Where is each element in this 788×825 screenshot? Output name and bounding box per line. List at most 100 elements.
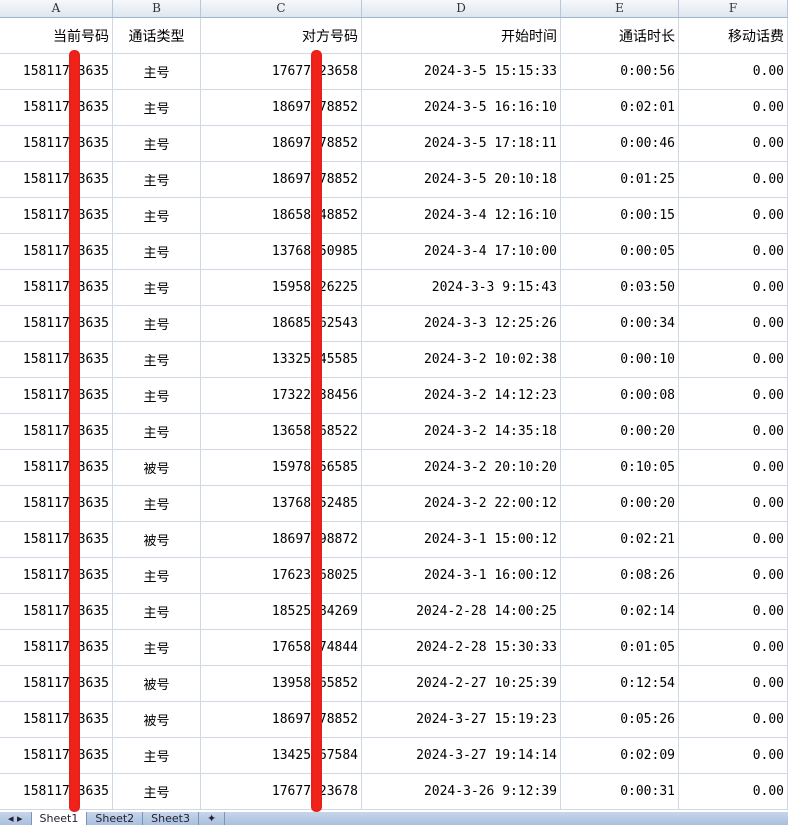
- cell-A[interactable]: 15811753635: [0, 306, 113, 341]
- cell-A[interactable]: 15811753635: [0, 738, 113, 773]
- cell-D[interactable]: 2024-2-28 15:30:33: [362, 630, 561, 665]
- cell-E[interactable]: 0:10:05: [561, 450, 679, 485]
- cell-C[interactable]: 17677123678: [201, 774, 362, 809]
- cell-D[interactable]: 2024-2-28 14:00:25: [362, 594, 561, 629]
- cell-D[interactable]: 2024-3-27 15:19:23: [362, 702, 561, 737]
- cell-F[interactable]: 0.00: [679, 558, 788, 593]
- cell-B[interactable]: 主号: [113, 774, 201, 809]
- cell-B[interactable]: 主号: [113, 594, 201, 629]
- cell-D[interactable]: 2024-3-5 17:18:11: [362, 126, 561, 161]
- cell-C[interactable]: 18697378852: [201, 126, 362, 161]
- cell-B[interactable]: 主号: [113, 486, 201, 521]
- cell-A[interactable]: 15811753635: [0, 270, 113, 305]
- cell-B[interactable]: 主号: [113, 342, 201, 377]
- cell-C[interactable]: 13425567584: [201, 738, 362, 773]
- cell-E[interactable]: 0:02:14: [561, 594, 679, 629]
- cell-D[interactable]: 2024-3-5 15:15:33: [362, 54, 561, 89]
- cell-E[interactable]: 0:00:46: [561, 126, 679, 161]
- cell-B[interactable]: 被号: [113, 666, 201, 701]
- cell-F[interactable]: 0.00: [679, 414, 788, 449]
- cell-D[interactable]: 2024-3-27 19:14:14: [362, 738, 561, 773]
- cell-C[interactable]: 13768252485: [201, 486, 362, 521]
- cell-D[interactable]: 2024-3-2 14:12:23: [362, 378, 561, 413]
- cell-E[interactable]: 0:00:20: [561, 486, 679, 521]
- cell-D[interactable]: 2024-3-26 9:12:39: [362, 774, 561, 809]
- column-header-B[interactable]: B: [113, 0, 201, 17]
- cell-B[interactable]: 主号: [113, 126, 201, 161]
- cell-A[interactable]: 15811753635: [0, 666, 113, 701]
- cell-D[interactable]: 2024-3-2 20:10:20: [362, 450, 561, 485]
- cell-C[interactable]: 18697378852: [201, 702, 362, 737]
- cell-A[interactable]: 15811753635: [0, 54, 113, 89]
- cell-B[interactable]: 主号: [113, 90, 201, 125]
- column-header-C[interactable]: C: [201, 0, 362, 17]
- cell-F[interactable]: 0.00: [679, 594, 788, 629]
- cell-F[interactable]: 0.00: [679, 774, 788, 809]
- cell-B[interactable]: 主号: [113, 630, 201, 665]
- cell-A[interactable]: 15811753635: [0, 774, 113, 809]
- cell-C[interactable]: 17623568025: [201, 558, 362, 593]
- cell-E[interactable]: 0:00:05: [561, 234, 679, 269]
- cell-F[interactable]: 0.00: [679, 486, 788, 521]
- cell-D[interactable]: 2024-3-3 12:25:26: [362, 306, 561, 341]
- cell-D[interactable]: 2024-3-2 22:00:12: [362, 486, 561, 521]
- cell-E[interactable]: 0:08:26: [561, 558, 679, 593]
- cell-B[interactable]: 主号: [113, 234, 201, 269]
- cell-A[interactable]: 15811753635: [0, 162, 113, 197]
- cell-D[interactable]: 2024-3-1 15:00:12: [362, 522, 561, 557]
- cell-D[interactable]: 2024-3-3 9:15:43: [362, 270, 561, 305]
- tab-sheet2[interactable]: Sheet2: [87, 812, 144, 825]
- cell-A[interactable]: 15811753635: [0, 414, 113, 449]
- cell-E[interactable]: 0:00:20: [561, 414, 679, 449]
- cell-C[interactable]: 18525584269: [201, 594, 362, 629]
- column-header-D[interactable]: D: [362, 0, 561, 17]
- cell-B[interactable]: 主号: [113, 198, 201, 233]
- cell-C[interactable]: 13658568522: [201, 414, 362, 449]
- cell-D[interactable]: 2024-3-5 16:16:10: [362, 90, 561, 125]
- cell-F[interactable]: 0.00: [679, 198, 788, 233]
- cell-F[interactable]: 0.00: [679, 630, 788, 665]
- cell-B[interactable]: 被号: [113, 522, 201, 557]
- column-header-F[interactable]: F: [679, 0, 788, 17]
- cell-C[interactable]: 13768250985: [201, 234, 362, 269]
- cell-D[interactable]: 2024-3-4 17:10:00: [362, 234, 561, 269]
- cell-E[interactable]: 0:00:34: [561, 306, 679, 341]
- cell-A[interactable]: 15811753635: [0, 486, 113, 521]
- cell-C[interactable]: 18685562543: [201, 306, 362, 341]
- cell-B[interactable]: 主号: [113, 270, 201, 305]
- cell-D[interactable]: 2024-3-2 10:02:38: [362, 342, 561, 377]
- tab-sheet1[interactable]: Sheet1: [31, 812, 88, 825]
- cell-A[interactable]: 15811753635: [0, 378, 113, 413]
- cell-E[interactable]: 0:00:56: [561, 54, 679, 89]
- cell-F[interactable]: 0.00: [679, 306, 788, 341]
- cell-B[interactable]: 主号: [113, 162, 201, 197]
- cell-C[interactable]: 18697898872: [201, 522, 362, 557]
- cell-F[interactable]: 0.00: [679, 234, 788, 269]
- cell-A[interactable]: 15811753635: [0, 522, 113, 557]
- cell-C[interactable]: 18658548852: [201, 198, 362, 233]
- cell-D[interactable]: 2024-3-1 16:00:12: [362, 558, 561, 593]
- cell-E[interactable]: 0:02:09: [561, 738, 679, 773]
- cell-A[interactable]: 15811753635: [0, 450, 113, 485]
- cell-B[interactable]: 主号: [113, 558, 201, 593]
- tab-sheet3[interactable]: Sheet3: [143, 812, 199, 825]
- tab-nav-arrows[interactable]: ◂ ▸: [0, 812, 32, 825]
- cell-A[interactable]: 15811753635: [0, 198, 113, 233]
- cell-C[interactable]: 17658474844: [201, 630, 362, 665]
- cell-C[interactable]: 17677123658: [201, 54, 362, 89]
- cell-A[interactable]: 15811753635: [0, 90, 113, 125]
- cell-A[interactable]: 当前号码: [0, 18, 113, 53]
- column-header-E[interactable]: E: [561, 0, 679, 17]
- cell-F[interactable]: 0.00: [679, 522, 788, 557]
- cell-A[interactable]: 15811753635: [0, 630, 113, 665]
- cell-A[interactable]: 15811753635: [0, 342, 113, 377]
- cell-D[interactable]: 2024-2-27 10:25:39: [362, 666, 561, 701]
- cell-E[interactable]: 0:00:10: [561, 342, 679, 377]
- cell-A[interactable]: 15811753635: [0, 234, 113, 269]
- cell-E[interactable]: 0:02:01: [561, 90, 679, 125]
- cell-B[interactable]: 主号: [113, 54, 201, 89]
- cell-C[interactable]: 13958265852: [201, 666, 362, 701]
- cell-A[interactable]: 15811753635: [0, 558, 113, 593]
- cell-E[interactable]: 0:00:31: [561, 774, 679, 809]
- cell-E[interactable]: 通话时长: [561, 18, 679, 53]
